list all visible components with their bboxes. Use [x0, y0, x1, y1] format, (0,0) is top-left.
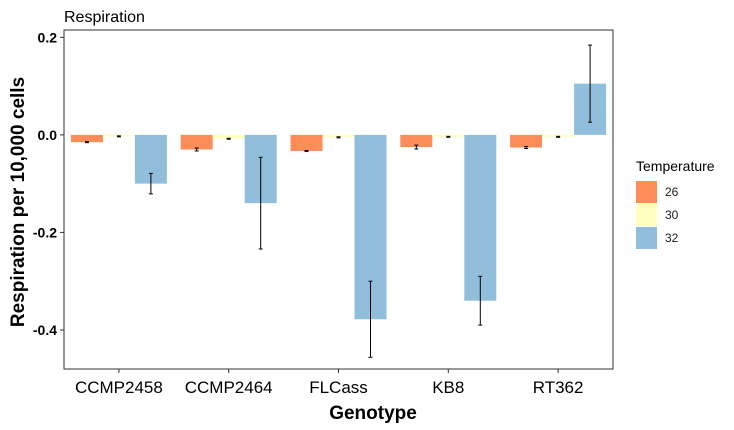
- bar: [510, 134, 543, 148]
- error-bar: [258, 156, 263, 250]
- y-tick-label: -0.4: [33, 322, 57, 338]
- x-tick-label: FLCass: [309, 378, 368, 397]
- plot-area: [63, 29, 614, 370]
- error-bar: [446, 135, 451, 138]
- legend-key: [636, 227, 657, 249]
- error-bar: [414, 144, 419, 150]
- bar: [212, 134, 245, 139]
- error-bar: [148, 172, 153, 195]
- error-bar: [84, 141, 89, 144]
- legend: Temperature 26 30 32: [636, 158, 715, 249]
- y-tick-label: 0.2: [38, 29, 58, 45]
- y-tick-label: -0.2: [33, 224, 57, 240]
- x-tick-label: RT362: [533, 378, 584, 397]
- bar: [400, 134, 433, 148]
- bar: [70, 134, 103, 143]
- error-bar: [336, 136, 341, 139]
- y-axis: 0.2 0.0 -0.2 -0.4: [33, 29, 64, 338]
- error-bar: [116, 135, 121, 138]
- legend-label: 30: [665, 208, 679, 222]
- plot-panel: [64, 30, 613, 369]
- error-bars-group: [84, 44, 593, 358]
- x-tick-label: KB8: [432, 378, 464, 397]
- error-bar: [194, 147, 199, 152]
- error-bar: [524, 146, 529, 150]
- legend-key: [636, 204, 657, 226]
- x-tick-label: CCMP2458: [75, 378, 163, 397]
- error-bar: [304, 149, 309, 152]
- legend-label: 32: [665, 231, 679, 245]
- legend-key: [636, 181, 657, 203]
- x-axis-title: Genotype: [329, 403, 417, 424]
- bar: [322, 134, 355, 138]
- legend-title: Temperature: [636, 158, 715, 174]
- y-axis-title: Respiration per 10,000 cells: [8, 77, 29, 327]
- error-bar: [368, 280, 373, 358]
- bar: [464, 134, 497, 301]
- error-bar: [478, 275, 483, 326]
- x-axis: CCMP2458 CCMP2464 FLCass KB8 RT362: [75, 369, 583, 397]
- error-bar: [556, 135, 561, 138]
- error-bar: [588, 44, 593, 123]
- x-tick-label: CCMP2464: [185, 378, 273, 397]
- error-bar: [226, 137, 231, 140]
- legend-label: 26: [665, 185, 679, 199]
- y-tick-label: 0.0: [38, 127, 58, 143]
- bar: [180, 134, 213, 150]
- bar: [290, 134, 323, 151]
- chart-title: Respiration: [64, 9, 145, 26]
